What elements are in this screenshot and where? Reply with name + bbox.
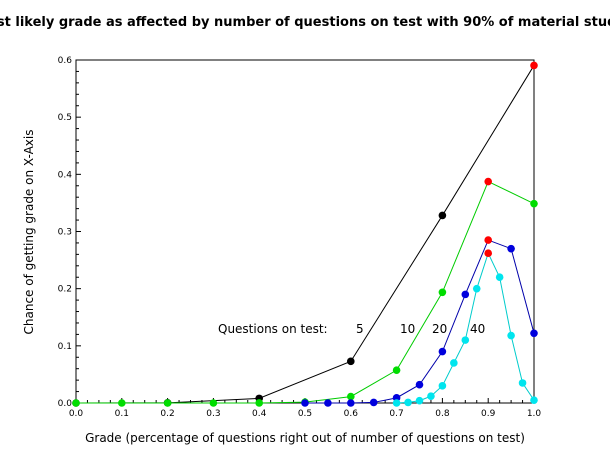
series-line xyxy=(75,65,535,404)
data-point xyxy=(427,392,435,400)
data-point xyxy=(530,199,538,208)
y-tick-label: 0.6 xyxy=(58,56,73,66)
data-point xyxy=(369,398,378,407)
data-point xyxy=(507,244,515,253)
y-tick-label: 0.4 xyxy=(58,170,73,180)
series-line xyxy=(305,239,535,404)
x-tick-label: 0.3 xyxy=(206,409,220,419)
data-point xyxy=(438,211,447,220)
data-point xyxy=(347,392,355,401)
axes xyxy=(75,59,535,404)
x-tick-label: 0.2 xyxy=(160,409,174,419)
y-tick-label: 0.5 xyxy=(58,113,72,123)
data-point xyxy=(450,359,458,367)
data-point xyxy=(301,399,309,407)
chart-title: Most likely grade as affected by number … xyxy=(0,15,610,30)
data-point xyxy=(438,382,447,390)
data-point xyxy=(495,273,504,282)
data-point xyxy=(415,396,424,405)
data-point xyxy=(118,399,126,407)
data-point xyxy=(209,399,218,407)
x-tick-label: 0.7 xyxy=(389,409,403,419)
x-tick-label: 0.0 xyxy=(69,409,84,419)
y-tick-label: 0.1 xyxy=(58,342,72,352)
data-point xyxy=(438,347,447,356)
y-axis-label: Chance of getting grade on X-Axis xyxy=(22,130,36,335)
data-point xyxy=(472,284,481,293)
y-tick-label: 0.2 xyxy=(58,285,72,295)
data-point xyxy=(530,396,538,404)
ticks: 0.0 0.1 0.2 0.3 0.4 0.5 0.6 0.7 0.8 0.9 1.0 0.0 0.1 0… xyxy=(58,56,542,419)
data-point xyxy=(324,399,332,407)
x-tick-label: 0.1 xyxy=(115,409,129,419)
peak-point xyxy=(530,61,538,70)
data-point xyxy=(255,399,263,407)
data-point xyxy=(461,336,470,344)
annotation-value-10: 10 xyxy=(400,322,415,336)
data-point xyxy=(347,399,355,407)
data-point xyxy=(392,399,401,407)
data-point xyxy=(530,329,538,338)
annotation-value-20: 20 xyxy=(432,322,447,336)
series-line xyxy=(396,251,535,404)
y-tick-label: 0.0 xyxy=(58,399,73,409)
data-point xyxy=(392,366,401,374)
data-point xyxy=(72,399,80,407)
x-axis-label: Grade (percentage of questions right out… xyxy=(85,431,525,445)
x-tick-label: 0.9 xyxy=(481,409,496,419)
data-point xyxy=(415,380,424,389)
questions-annotation: Questions on test: 5 10 20 40 xyxy=(218,322,485,336)
annotation-value-5: 5 xyxy=(356,322,364,336)
data-point xyxy=(438,288,447,297)
peak-point xyxy=(484,236,493,244)
x-tick-label: 1.0 xyxy=(527,409,542,419)
x-tick-label: 0.4 xyxy=(252,409,267,419)
x-tick-label: 0.5 xyxy=(298,409,312,419)
y-tick-label: 0.3 xyxy=(58,228,72,238)
x-tick-label: 0.8 xyxy=(435,409,450,419)
series-layer xyxy=(72,61,538,407)
series-0 xyxy=(72,61,538,407)
data-point xyxy=(461,290,470,299)
series-3 xyxy=(392,249,538,407)
plot-frame xyxy=(75,59,535,404)
data-point xyxy=(507,331,515,340)
annotation-label: Questions on test: xyxy=(218,322,328,336)
data-point xyxy=(404,398,412,407)
peak-point xyxy=(484,177,493,186)
data-point xyxy=(518,379,527,387)
series-2 xyxy=(301,236,538,407)
annotation-value-40: 40 xyxy=(470,322,485,336)
x-tick-label: 0.6 xyxy=(344,409,359,419)
data-point xyxy=(163,399,172,407)
data-point xyxy=(347,357,355,366)
peak-point xyxy=(484,249,493,258)
